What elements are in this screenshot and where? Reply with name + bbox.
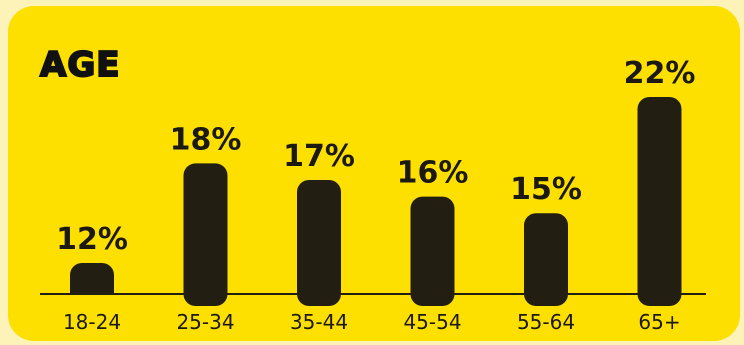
value-label-65+: 22% [624,56,696,91]
value-label-25-34: 18% [170,122,242,157]
bar-45-54 [410,196,455,306]
x-tick-label-45-54: 45-54 [403,310,461,334]
x-tick-label-25-34: 25-34 [176,310,234,334]
bar-55-64 [524,213,568,306]
x-tick-label-65+: 65+ [638,310,680,334]
value-label-55-64: 15% [510,172,582,207]
x-tick-label-18-24: 18-24 [63,310,121,334]
chart-title: AGE [39,45,121,85]
x-tick-label-35-44: 35-44 [290,310,348,334]
x-tick-label-55-64: 55-64 [517,310,575,334]
value-label-45-54: 16% [397,156,469,191]
value-label-35-44: 17% [283,139,355,174]
bar-65+ [637,97,682,306]
baseline-mask [40,295,706,307]
bar-35-44 [297,180,341,306]
value-label-18-24: 12% [56,222,128,257]
chart-card: AGE [8,6,740,341]
bar-25-34 [183,163,228,306]
